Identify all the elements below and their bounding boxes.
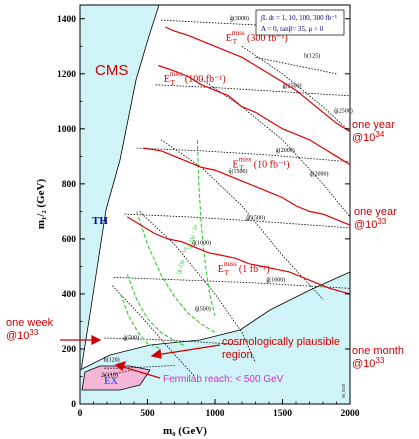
annotation-one-year-1e33: one year @1033 xyxy=(354,206,397,231)
reach-curve-0 xyxy=(164,26,351,133)
legend-line-1: ∫L dt = 1, 10, 100, 300 fb⁻¹ xyxy=(260,14,337,22)
y-tick-label-2: 400 xyxy=(62,290,77,300)
squark-contour-4 xyxy=(112,285,196,377)
gluino-contour-5 xyxy=(104,337,243,346)
squark-contour-1 xyxy=(201,78,351,218)
squark-contour-label-3: q̃(1000) xyxy=(192,239,211,246)
one-week-arrowhead xyxy=(91,335,102,345)
y-tick-label-7: 1400 xyxy=(57,15,76,25)
ex-region xyxy=(81,365,151,391)
annotation-fermilab: Fermilab reach: < 500 GeV xyxy=(163,374,284,385)
gluino-contour-label-2: g̃(2000) xyxy=(276,147,295,154)
squark-contour-label-4: q̃(500) xyxy=(195,305,211,312)
gluino-contour-label-1: g̃(2500) xyxy=(283,82,302,89)
legend-box xyxy=(255,9,345,36)
y-tick-label-5: 1000 xyxy=(57,125,76,135)
x-tick-label-2: 1000 xyxy=(206,409,225,419)
gluino-contour-label-5: g̃(500) xyxy=(123,334,139,341)
svg-text:cosmologically plausible: cosmologically plausible xyxy=(222,336,340,348)
svg-text:one year: one year xyxy=(354,206,397,218)
y-tick-label-4: 800 xyxy=(62,180,77,190)
squark-contour-label-2: q̃(1500) xyxy=(229,168,248,175)
x-tick-label-3: 1500 xyxy=(273,409,292,419)
higgs-contour-label-2: h(110) xyxy=(102,371,118,378)
squark-contour-label-1: q̃(2000) xyxy=(310,170,329,177)
cosmo-arrow xyxy=(155,344,221,356)
svg-text:one month: one month xyxy=(352,345,404,357)
ex-label: EX xyxy=(104,376,119,387)
higgs-contour-label-1: h(120) xyxy=(104,356,120,363)
reach-curve-label-3: Emiss T (1 fb⁻¹) xyxy=(218,260,270,277)
x-axis-title: m₀ (GeV) xyxy=(163,425,207,437)
squark-contour-0 xyxy=(241,45,351,132)
gluino-contour-label-0: g̃(3000) xyxy=(230,15,249,22)
reach-curve-2 xyxy=(143,147,351,226)
y-tick-label-0: 0 xyxy=(71,400,76,410)
gluino-contour-label-4: g̃(1000) xyxy=(266,276,285,283)
svg-text:@1034: @1034 xyxy=(352,130,385,144)
reach-curve-1 xyxy=(158,64,351,166)
y-axis-title: m₁/₂ (GeV) xyxy=(35,179,47,230)
squark-contour-label-0: q̃(2500) xyxy=(334,107,353,114)
annotation-cosmological: cosmologically plausible region xyxy=(222,336,340,361)
y-tick-label-1: 200 xyxy=(62,345,77,355)
dm-curve-2 xyxy=(126,274,186,347)
reach-curve-label-1: Emiss T (100 fb⁻¹) xyxy=(164,70,226,87)
higgs-contour-0 xyxy=(255,56,337,75)
gluino-contour-3 xyxy=(124,213,351,229)
gluino-contour-1 xyxy=(155,84,351,97)
cms-label: CMS xyxy=(95,62,128,79)
reach-curve-3 xyxy=(126,216,351,295)
svg-text:one year: one year xyxy=(352,119,395,131)
svg-text:@1033: @1033 xyxy=(354,217,387,231)
cosmo-arrowhead xyxy=(150,348,162,359)
annotation-one-year-1e34: one year @1034 xyxy=(352,119,395,144)
fermilab-arrowhead xyxy=(114,361,127,372)
dm-curve-0 xyxy=(196,139,216,317)
reach-curve-label-0: Emiss T (300 fb⁻¹) xyxy=(226,29,288,46)
annotation-one-month-1e33: one month @1033 xyxy=(352,345,404,370)
svg-text:@1033: @1033 xyxy=(6,328,39,342)
y-tick-label-6: 1200 xyxy=(57,70,76,80)
corner-code: 00_0118 xyxy=(341,384,346,398)
y-tick-label-3: 600 xyxy=(62,235,77,245)
dm-curve-3 xyxy=(119,293,162,350)
legend-line-2: A = 0, tanβ= 35, μ > 0 xyxy=(261,25,324,33)
squark-contour-3 xyxy=(139,211,256,363)
x-tick-label-0: 0 xyxy=(78,409,83,419)
x-tick-label-4: 2000 xyxy=(341,409,360,419)
th-label: TH xyxy=(92,215,108,227)
dm-curve-1 xyxy=(136,211,216,333)
fermilab-arrow xyxy=(119,365,161,379)
svg-text:region: region xyxy=(222,349,253,361)
gluino-contour-label-3: g̃(1500) xyxy=(246,214,265,221)
svg-text:@1033: @1033 xyxy=(352,356,385,370)
svg-text:one week: one week xyxy=(6,317,54,329)
higgs-contour-label-0: h(125) xyxy=(304,52,320,59)
gluino-contour-4 xyxy=(113,277,351,289)
reach-curve-label-2: Emiss T (10 fb⁻¹) xyxy=(233,155,290,172)
annotation-one-week-1e33: one week @1033 xyxy=(6,317,54,342)
x-tick-label-1: 500 xyxy=(140,409,155,419)
